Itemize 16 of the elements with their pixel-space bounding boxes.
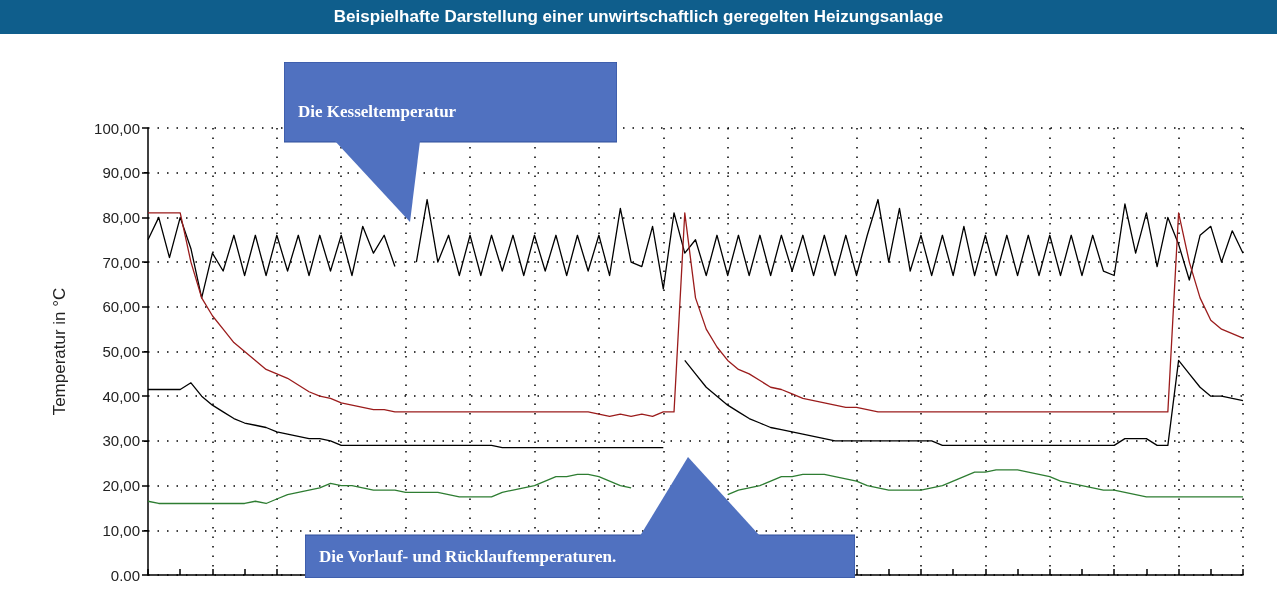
y-tick-label: 80,00 — [102, 208, 140, 226]
chart-title: Beispielhafte Darstellung einer unwirtschaftlich geregelten Heizungsanlage — [0, 0, 1277, 34]
y-tick-label: 10,00 — [102, 521, 140, 539]
y-tick-label: 20,00 — [102, 477, 140, 495]
y-tick-label: 90,00 — [102, 164, 140, 182]
text: Die Kesseltemperatur — [284, 62, 617, 142]
y-tick-label: 40,00 — [102, 387, 140, 405]
y-tick-label: 60,00 — [102, 298, 140, 316]
line-series — [147, 212, 1244, 417]
annotation: Die Vorlauf- und Rücklauftemperaturen. — [305, 535, 855, 578]
y-tick-label: 100,00 — [94, 119, 140, 137]
y-axis-title: Temperatur in °C — [50, 287, 69, 416]
y-tick-label: 0.00 — [110, 566, 140, 584]
y-tick-label: 50,00 — [102, 343, 140, 360]
y-tick-label: 70,00 — [102, 253, 140, 271]
y-tick-label: 30,00 — [102, 432, 140, 450]
